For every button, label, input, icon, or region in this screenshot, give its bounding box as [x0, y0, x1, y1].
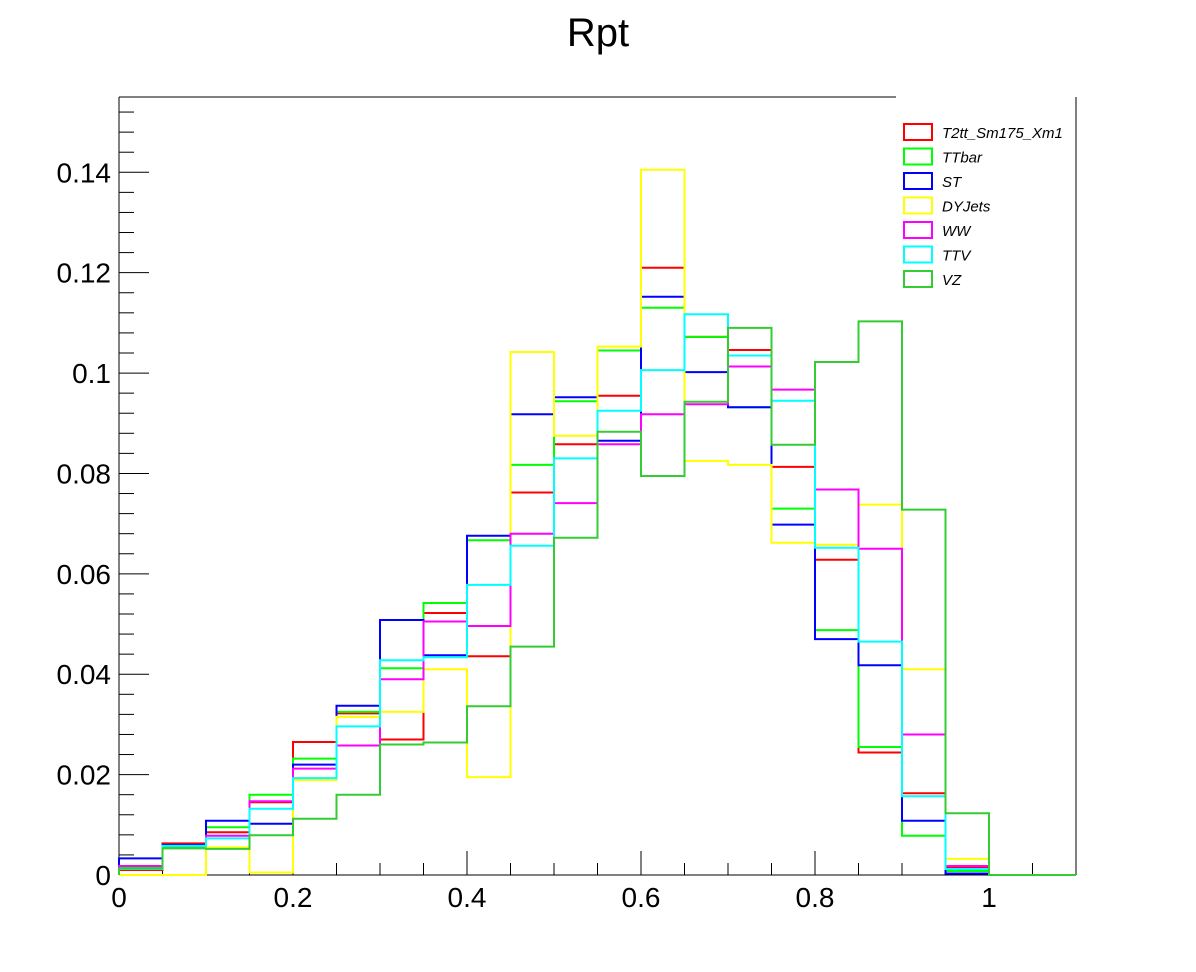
series-line-ww	[118, 365, 1076, 876]
y-tick-label: 0	[95, 860, 111, 891]
legend-swatch-ttv	[903, 245, 933, 264]
chart-title: Rpt	[567, 11, 629, 55]
series-line-st	[118, 295, 1076, 876]
legend-swatch-ttbar	[903, 147, 933, 166]
y-tick-label: 0.12	[57, 258, 112, 289]
legend-label-t2tt-sm175-xm1: T2tt_Sm175_Xm1	[942, 125, 1063, 142]
y-tick-label: 0.1	[72, 358, 111, 389]
legend-label-vz: VZ	[942, 272, 962, 289]
legend-label-ttbar: TTbar	[942, 150, 983, 167]
plot-frame	[118, 96, 1077, 876]
y-tick-label: 0.06	[57, 559, 112, 590]
x-tick-label: 0.6	[622, 882, 661, 913]
y-tick-label: 0.02	[57, 760, 112, 791]
x-tick-label: 0.8	[796, 882, 835, 913]
legend-label-ttv: TTV	[942, 248, 972, 265]
x-axis: 0 0.2 0.4 0.6 0.8 1	[111, 851, 1077, 913]
legend-swatch-dyjets	[903, 196, 933, 215]
y-tick-label: 0.14	[57, 157, 112, 188]
legend-swatch-st	[903, 172, 933, 190]
series-line-ttbar	[118, 306, 1076, 876]
legend: T2tt_Sm175_Xm1 TTbar ST DYJets WW TTV VZ	[903, 123, 1063, 289]
series-layer	[118, 168, 1076, 876]
x-tick-label: 0	[111, 882, 127, 913]
legend-label-st: ST	[942, 174, 963, 191]
x-tick-label: 0.4	[448, 882, 487, 913]
y-axis: 0 0.02 0.04 0.06 0.08 0.1 0.12 0.14	[57, 111, 149, 891]
legend-label-ww: WW	[942, 223, 972, 240]
x-tick-label: 1	[981, 882, 997, 913]
legend-swatch-vz	[903, 270, 933, 288]
legend-swatch-t2tt-sm175-xm1	[903, 123, 933, 141]
x-tick-label: 0.2	[274, 882, 313, 913]
legend-label-dyjets: DYJets	[942, 199, 991, 216]
series-line-vz	[118, 320, 1076, 876]
y-tick-label: 0.04	[57, 659, 112, 690]
legend-swatch-ww	[903, 221, 933, 239]
series-line-ttv	[118, 313, 1076, 876]
y-tick-label: 0.08	[57, 458, 112, 489]
